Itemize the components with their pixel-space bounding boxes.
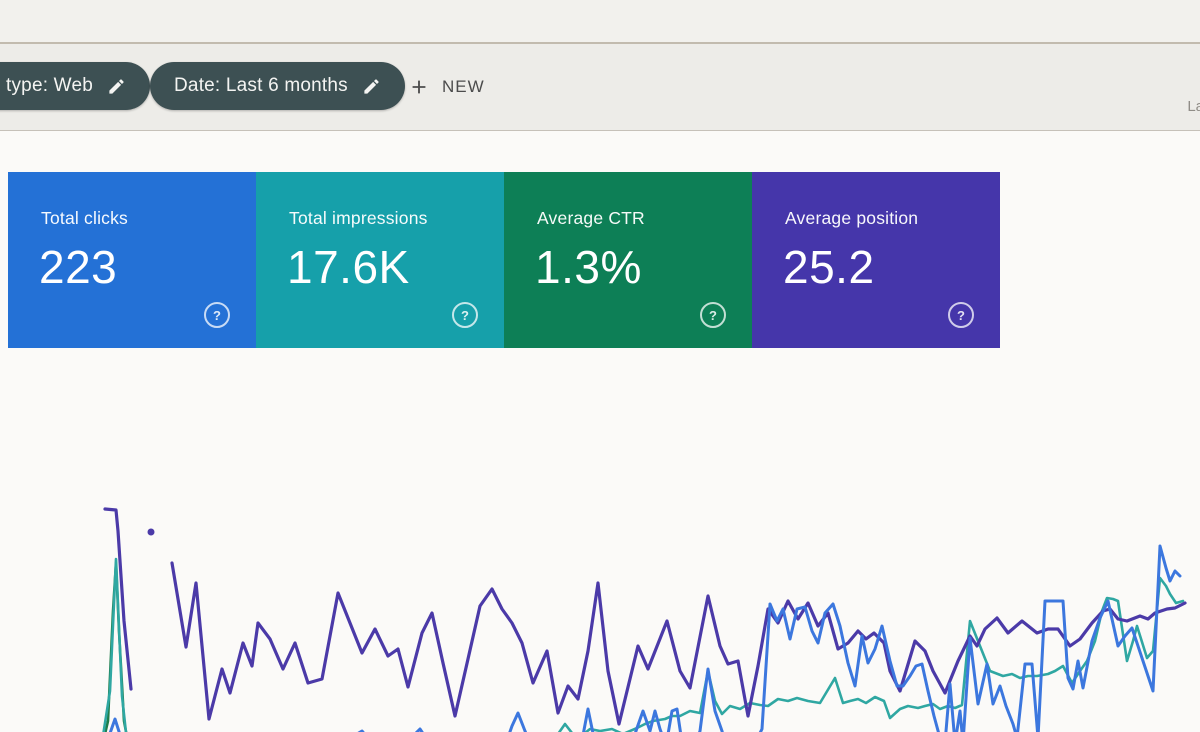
filter-bar: type: Web Date: Last 6 months NEW La [0, 44, 1200, 131]
chart-x-axis: 2/24/193/10/193/24/194/7/194/21/195/5/19… [0, 483, 1200, 732]
card-value: 25.2 [783, 241, 875, 293]
card-value: 17.6K [287, 241, 410, 293]
series-position [103, 507, 133, 691]
help-icon[interactable]: ? [452, 302, 478, 328]
browser-top-strip [0, 0, 1200, 44]
performance-chart: 2/24/193/10/193/24/194/7/194/21/195/5/19… [0, 483, 1200, 732]
card-label: Average position [785, 208, 919, 228]
card-value: 1.3% [535, 241, 642, 293]
card-value: 223 [39, 241, 118, 293]
card-label: Total impressions [289, 208, 428, 228]
filter-chip-label: Date: Last 6 months [174, 75, 348, 96]
help-icon[interactable]: ? [204, 302, 230, 328]
new-filter-label: NEW [442, 77, 485, 96]
series-point-position [147, 528, 155, 536]
card-label: Average CTR [537, 208, 645, 228]
series-clicks [108, 544, 1182, 732]
filter-chip-date[interactable]: Date: Last 6 months [150, 62, 405, 110]
help-icon[interactable]: ? [700, 302, 726, 328]
filter-chip-label: type: Web [6, 75, 93, 96]
card-label: Total clicks [41, 208, 129, 228]
chart-lines [102, 507, 1187, 732]
series-position [170, 561, 1187, 726]
add-icon [412, 80, 426, 94]
metrics-cards-row: Total clicks 223 ? Total impressions 17.… [8, 172, 1000, 348]
card-total-impressions[interactable]: Total impressions 17.6K ? [256, 172, 504, 348]
help-icon[interactable]: ? [948, 302, 974, 328]
card-average-ctr[interactable]: Average CTR 1.3% ? [504, 172, 752, 348]
last-updated-partial-text: La [1187, 98, 1200, 115]
new-filter-button[interactable]: NEW [402, 70, 491, 104]
card-average-position[interactable]: Average position 25.2 ? [752, 172, 1000, 348]
performance-report-panel: Total clicks 223 ? Total impressions 17.… [0, 131, 1200, 732]
card-total-clicks[interactable]: Total clicks 223 ? [8, 172, 256, 348]
filter-chip-search-type[interactable]: type: Web [0, 62, 150, 110]
edit-icon [109, 78, 124, 94]
edit-icon [364, 78, 379, 94]
